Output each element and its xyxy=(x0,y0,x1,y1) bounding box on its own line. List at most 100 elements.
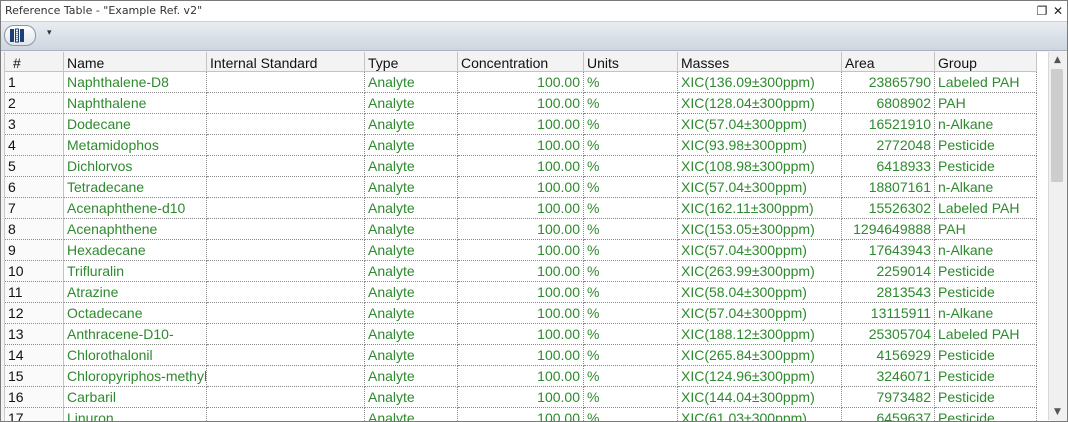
internal-standard-cell[interactable] xyxy=(207,345,365,366)
masses-cell[interactable]: XIC(58.04±300ppm) xyxy=(678,282,842,303)
concentration-cell[interactable]: 100.00 xyxy=(458,261,584,282)
name-cell[interactable]: Naphthalene xyxy=(64,93,207,114)
table-row[interactable]: 10 Trifluralin Analyte 100.00% XIC(263.99±30… xyxy=(5,261,1037,282)
concentration-cell[interactable]: 100.00 xyxy=(458,240,584,261)
group-cell[interactable]: PAH xyxy=(935,219,1037,240)
internal-standard-cell[interactable] xyxy=(207,282,365,303)
units-cell[interactable]: % xyxy=(584,135,678,156)
area-cell[interactable]: 6808902 xyxy=(842,93,935,114)
internal-standard-cell[interactable] xyxy=(207,261,365,282)
name-cell[interactable]: Acenaphthene-d10 xyxy=(64,198,207,219)
area-cell[interactable]: 13115911 xyxy=(842,303,935,324)
area-cell[interactable]: 15526302 xyxy=(842,198,935,219)
vertical-scrollbar[interactable]: ▲ ▼ xyxy=(1048,52,1066,420)
area-cell[interactable]: 18807161 xyxy=(842,177,935,198)
table-row[interactable]: 15 Chloropyriphos-methyl Analyte 100.00% XIC… xyxy=(5,366,1037,387)
concentration-cell[interactable]: 100.00 xyxy=(458,345,584,366)
masses-cell[interactable]: XIC(263.99±300ppm) xyxy=(678,261,842,282)
name-cell[interactable]: Acenaphthene xyxy=(64,219,207,240)
masses-cell[interactable]: XIC(93.98±300ppm) xyxy=(678,135,842,156)
column-header-type[interactable]: Type xyxy=(365,52,458,72)
group-cell[interactable]: Pesticide xyxy=(935,156,1037,177)
internal-standard-cell[interactable] xyxy=(207,219,365,240)
area-cell[interactable]: 6459637 xyxy=(842,408,935,421)
row-index[interactable]: 6 xyxy=(5,177,64,198)
internal-standard-cell[interactable] xyxy=(207,93,365,114)
type-cell[interactable]: Analyte xyxy=(365,282,458,303)
table-row[interactable]: 5 Dichlorvos Analyte 100.00% XIC(108.98±300p… xyxy=(5,156,1037,177)
scroll-up-icon[interactable]: ▲ xyxy=(1054,55,1061,65)
group-cell[interactable]: Pesticide xyxy=(935,345,1037,366)
internal-standard-cell[interactable] xyxy=(207,324,365,345)
type-cell[interactable]: Analyte xyxy=(365,324,458,345)
internal-standard-cell[interactable] xyxy=(207,198,365,219)
masses-cell[interactable]: XIC(108.98±300ppm) xyxy=(678,156,842,177)
internal-standard-cell[interactable] xyxy=(207,240,365,261)
masses-cell[interactable]: XIC(153.05±300ppm) xyxy=(678,219,842,240)
area-cell[interactable]: 6418933 xyxy=(842,156,935,177)
concentration-cell[interactable]: 100.00 xyxy=(458,135,584,156)
row-index[interactable]: 17 xyxy=(5,408,64,421)
group-cell[interactable]: Pesticide xyxy=(935,387,1037,408)
internal-standard-cell[interactable] xyxy=(207,177,365,198)
area-cell[interactable]: 23865790 xyxy=(842,72,935,93)
column-header-internal-standard[interactable]: Internal Standard xyxy=(207,52,365,72)
type-cell[interactable]: Analyte xyxy=(365,387,458,408)
table-row[interactable]: 11 Atrazine Analyte 100.00% XIC(58.04±300ppm… xyxy=(5,282,1037,303)
name-cell[interactable]: Trifluralin xyxy=(64,261,207,282)
concentration-cell[interactable]: 100.00 xyxy=(458,387,584,408)
units-cell[interactable]: % xyxy=(584,303,678,324)
group-cell[interactable]: Labeled PAH xyxy=(935,72,1037,93)
row-index[interactable]: 8 xyxy=(5,219,64,240)
type-cell[interactable]: Analyte xyxy=(365,261,458,282)
concentration-cell[interactable]: 100.00 xyxy=(458,324,584,345)
column-header-name[interactable]: Name xyxy=(64,52,207,72)
internal-standard-cell[interactable] xyxy=(207,303,365,324)
units-cell[interactable]: % xyxy=(584,177,678,198)
type-cell[interactable]: Analyte xyxy=(365,114,458,135)
internal-standard-cell[interactable] xyxy=(207,387,365,408)
name-cell[interactable]: Chlorothalonil xyxy=(64,345,207,366)
area-cell[interactable]: 4156929 xyxy=(842,345,935,366)
column-header-units[interactable]: Units xyxy=(584,52,678,72)
name-cell[interactable]: Linuron xyxy=(64,408,207,421)
type-cell[interactable]: Analyte xyxy=(365,93,458,114)
type-cell[interactable]: Analyte xyxy=(365,72,458,93)
group-cell[interactable]: Labeled PAH xyxy=(935,198,1037,219)
masses-cell[interactable]: XIC(144.04±300ppm) xyxy=(678,387,842,408)
area-cell[interactable]: 2772048 xyxy=(842,135,935,156)
area-cell[interactable]: 25305704 xyxy=(842,324,935,345)
restore-icon[interactable]: ❐ xyxy=(1036,4,1048,18)
masses-cell[interactable]: XIC(57.04±300ppm) xyxy=(678,240,842,261)
area-cell[interactable]: 1294649888 xyxy=(842,219,935,240)
area-cell[interactable]: 7973482 xyxy=(842,387,935,408)
column-layout-button[interactable] xyxy=(4,25,36,46)
row-index[interactable]: 5 xyxy=(5,156,64,177)
row-index[interactable]: 11 xyxy=(5,282,64,303)
table-row[interactable]: 1 Naphthalene-D8 Analyte 100.00% XIC(136.09±… xyxy=(5,72,1037,93)
name-cell[interactable]: Atrazine xyxy=(64,282,207,303)
units-cell[interactable]: % xyxy=(584,219,678,240)
type-cell[interactable]: Analyte xyxy=(365,219,458,240)
concentration-cell[interactable]: 100.00 xyxy=(458,366,584,387)
type-cell[interactable]: Analyte xyxy=(365,240,458,261)
column-header-group[interactable]: Group xyxy=(935,52,1037,72)
row-index[interactable]: 15 xyxy=(5,366,64,387)
group-cell[interactable]: n-Alkane xyxy=(935,303,1037,324)
concentration-cell[interactable]: 100.00 xyxy=(458,303,584,324)
area-cell[interactable]: 3246071 xyxy=(842,366,935,387)
group-cell[interactable]: Pesticide xyxy=(935,135,1037,156)
internal-standard-cell[interactable] xyxy=(207,114,365,135)
concentration-cell[interactable]: 100.00 xyxy=(458,156,584,177)
column-header-index[interactable]: # xyxy=(5,52,64,72)
type-cell[interactable]: Analyte xyxy=(365,366,458,387)
concentration-cell[interactable]: 100.00 xyxy=(458,93,584,114)
group-cell[interactable]: n-Alkane xyxy=(935,114,1037,135)
group-cell[interactable]: Pesticide xyxy=(935,366,1037,387)
masses-cell[interactable]: XIC(128.04±300ppm) xyxy=(678,93,842,114)
row-index[interactable]: 14 xyxy=(5,345,64,366)
name-cell[interactable]: Octadecane xyxy=(64,303,207,324)
internal-standard-cell[interactable] xyxy=(207,156,365,177)
masses-cell[interactable]: XIC(136.09±300ppm) xyxy=(678,72,842,93)
concentration-cell[interactable]: 100.00 xyxy=(458,198,584,219)
